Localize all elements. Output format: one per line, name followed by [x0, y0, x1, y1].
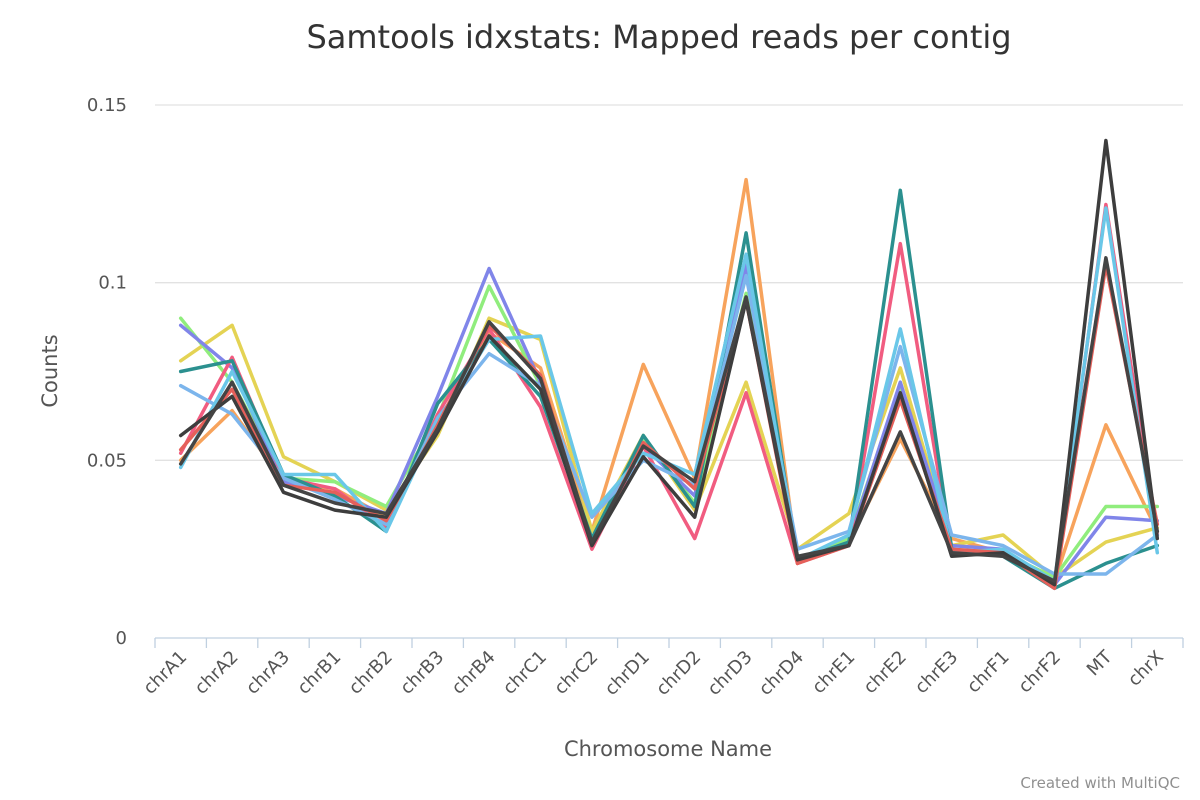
x-tick-label: chrB1	[293, 647, 345, 699]
x-tick-label: chrB3	[396, 647, 448, 699]
grid-layer	[155, 104, 1183, 461]
series-line-6[interactable]	[178, 188, 1160, 591]
y-tick-label: 0.05	[87, 450, 127, 471]
x-tick-label: MT	[1083, 646, 1117, 680]
chart-title: Samtools idxstats: Mapped reads per cont…	[306, 18, 1011, 56]
series-line-3[interactable]	[178, 284, 1160, 580]
series-line-2[interactable]	[178, 316, 1160, 580]
x-tick-label: chrD2	[652, 647, 705, 700]
x-tick-label: chrD3	[704, 647, 757, 700]
x-tick-label: chrC1	[499, 647, 551, 699]
x-axis-title: Chromosome Name	[564, 737, 772, 761]
x-tick-label: chrE3	[911, 647, 962, 698]
x-tick-label: chrA1	[139, 647, 191, 699]
series-line-11[interactable]	[178, 256, 1160, 583]
x-tick-label: chrB2	[345, 647, 397, 699]
x-tick-label: chrF1	[963, 647, 1014, 698]
series-line-8[interactable]	[178, 206, 1160, 583]
x-tick-label: chrX	[1124, 647, 1168, 691]
credit-text: Created with MultiQC	[1020, 774, 1180, 792]
series-line-10[interactable]	[178, 138, 1160, 587]
x-tick-label: chrD1	[601, 647, 654, 700]
x-tick-label: chrB4	[448, 647, 500, 699]
series-line-1[interactable]	[178, 177, 1160, 583]
y-tick-label: 0.1	[98, 273, 127, 294]
x-tick-label: chrE2	[860, 647, 911, 698]
y-tick-label: 0.15	[87, 95, 127, 116]
y-tick-label: 0	[116, 628, 127, 649]
series-line-5[interactable]	[178, 202, 1160, 591]
x-tick-labels: chrA1 chrA2 chrA3 chrB1 chrB2 chrB3 chrB4 chrC1…	[139, 638, 1184, 700]
x-tick-label: chrE1	[808, 647, 859, 698]
y-axis-title: Counts	[38, 334, 62, 407]
x-tick-label: chrD4	[755, 647, 808, 700]
x-tick-label: chrC2	[550, 647, 602, 699]
x-tick-label: chrF2	[1014, 647, 1065, 698]
x-tick-label: chrA3	[242, 647, 294, 699]
x-tick-label: chrA2	[191, 647, 243, 699]
y-tick-labels: 0 0.05 0.1 0.15	[87, 95, 127, 649]
series-layer	[178, 138, 1160, 591]
